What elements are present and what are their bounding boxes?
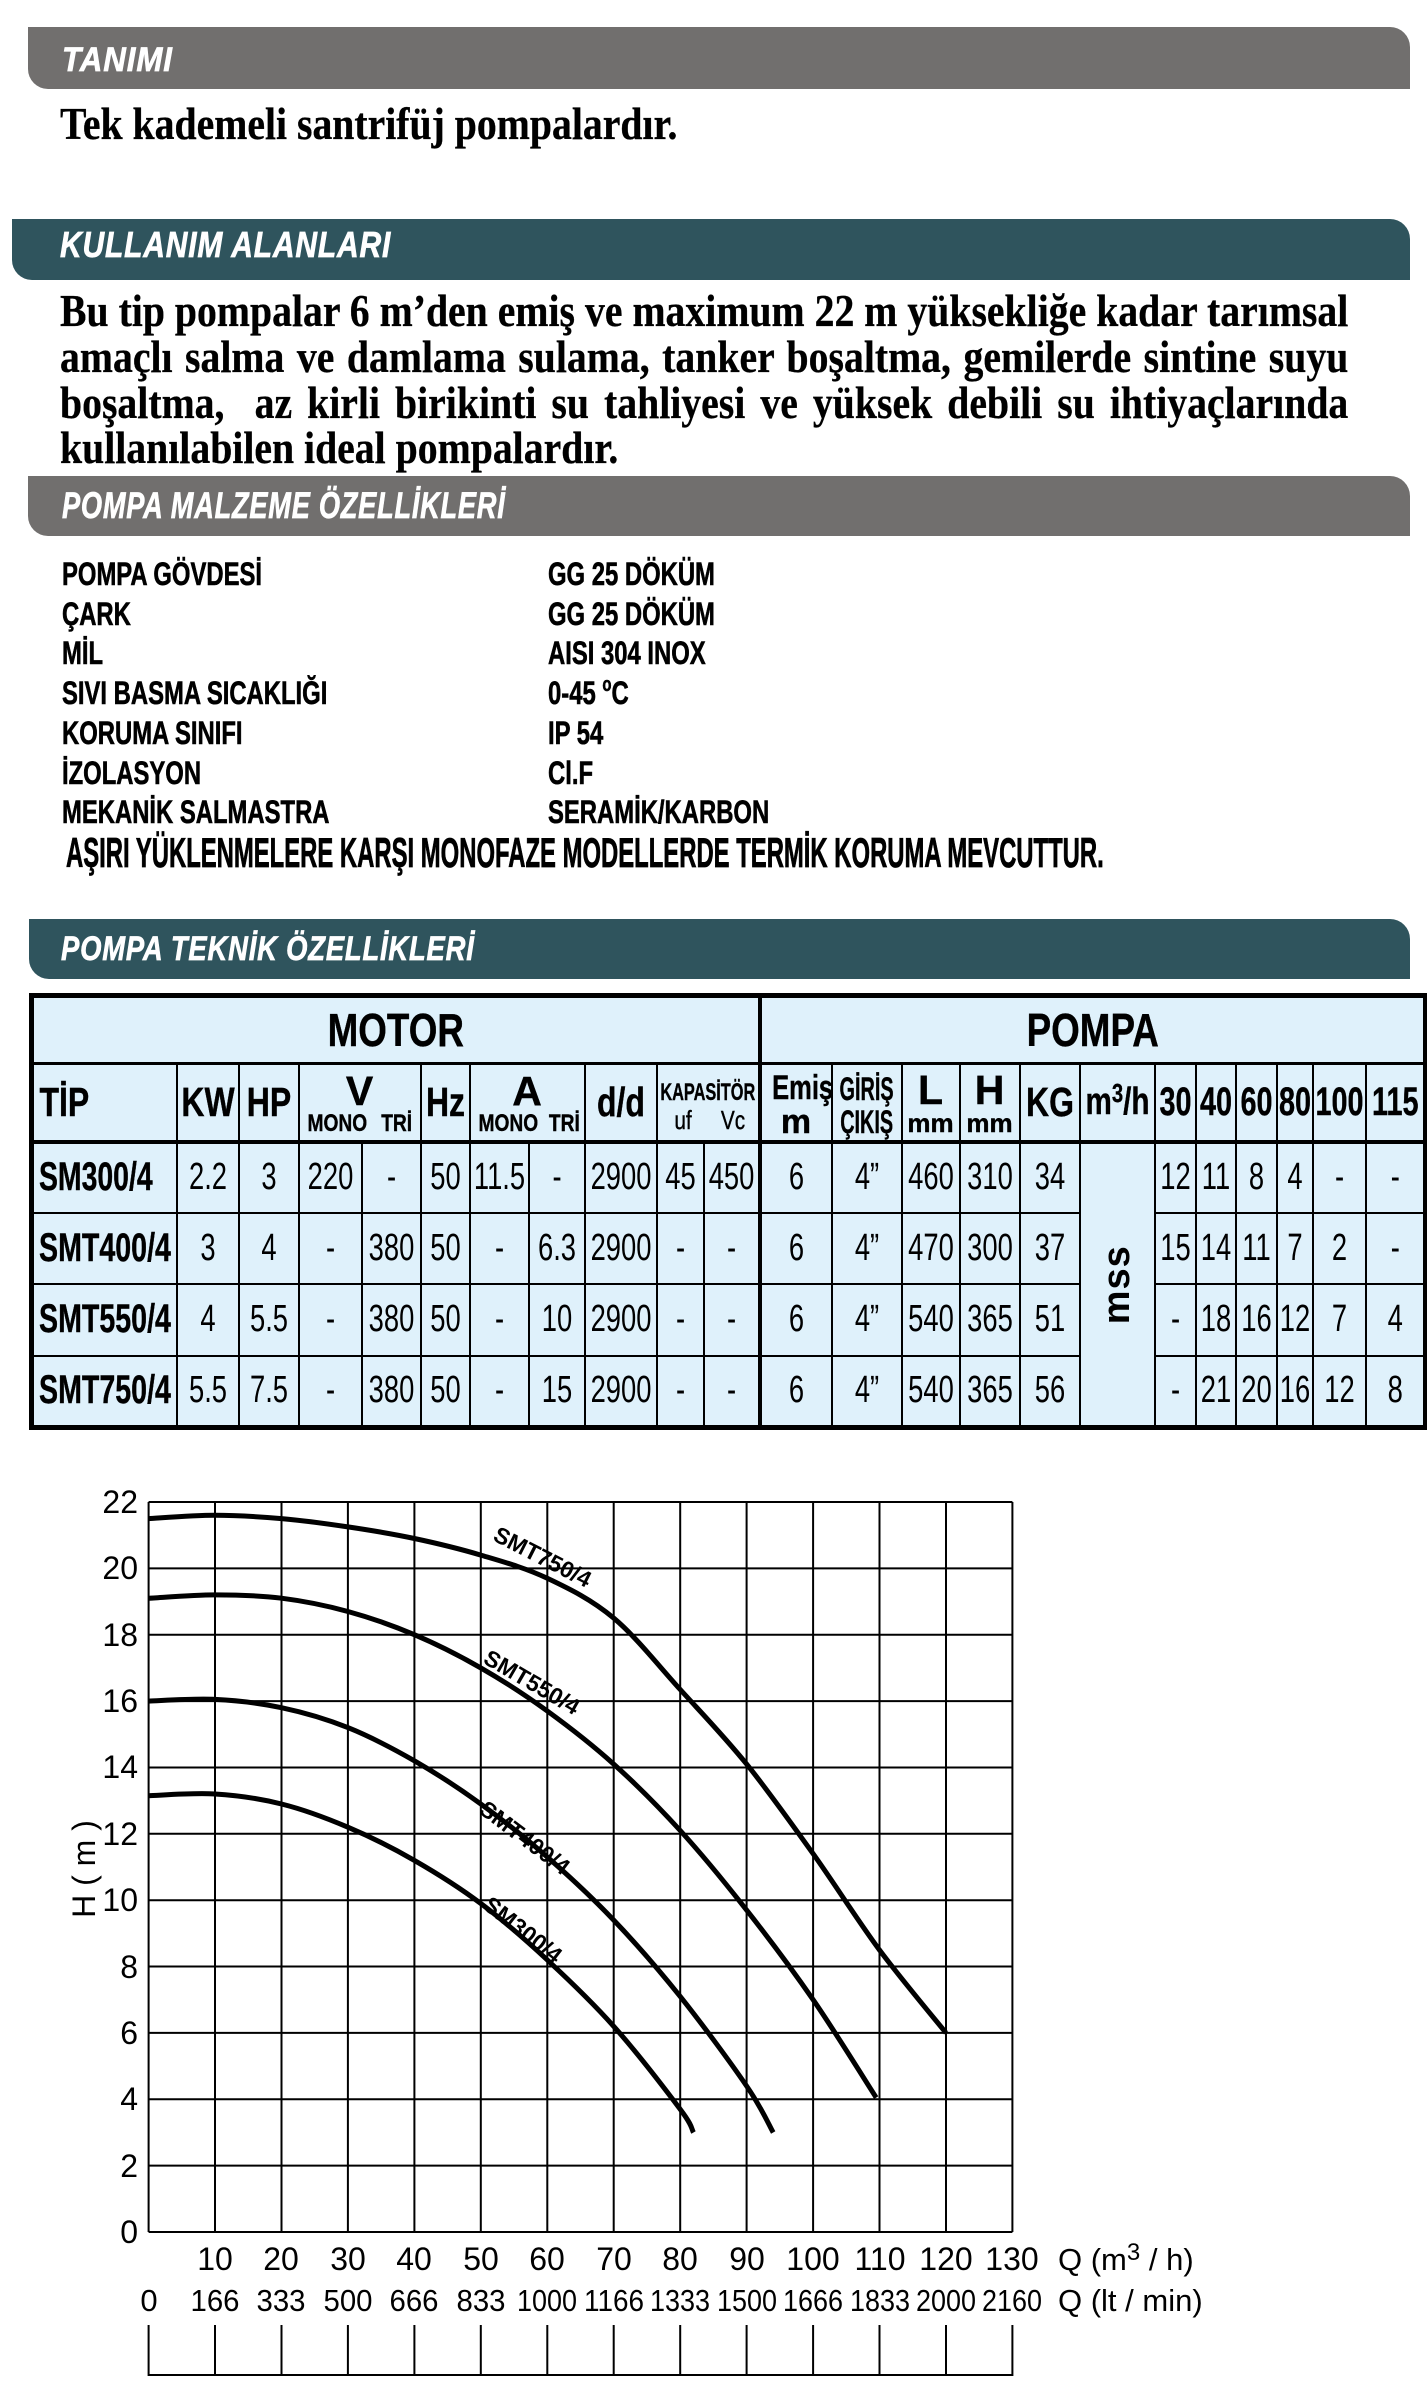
svg-text:833: 833: [457, 2283, 506, 2318]
svg-text:SMT750/4: SMT750/4: [489, 1521, 596, 1592]
svg-text:90: 90: [729, 2241, 765, 2277]
svg-text:8: 8: [120, 1949, 138, 1985]
svg-text:Q (m3 / h): Q (m3 / h): [1058, 2239, 1194, 2277]
svg-text:1833: 1833: [850, 2283, 910, 2318]
svg-text:60: 60: [529, 2241, 565, 2277]
svg-text:30: 30: [330, 2241, 366, 2277]
svg-text:2000: 2000: [916, 2283, 976, 2318]
svg-text:SMT400/4: SMT400/4: [475, 1795, 576, 1880]
svg-text:10: 10: [102, 1882, 138, 1918]
svg-text:70: 70: [596, 2241, 632, 2277]
svg-text:2: 2: [120, 2148, 138, 2184]
svg-text:Q (lt / min): Q (lt / min): [1058, 2283, 1203, 2318]
svg-text:1500: 1500: [717, 2283, 777, 2318]
svg-text:80: 80: [662, 2241, 698, 2277]
svg-text:2160: 2160: [982, 2283, 1042, 2318]
svg-text:14: 14: [102, 1749, 138, 1785]
svg-text:130: 130: [985, 2241, 1038, 2277]
svg-text:1333: 1333: [650, 2283, 710, 2318]
svg-text:22: 22: [102, 1484, 138, 1520]
svg-text:20: 20: [263, 2241, 299, 2277]
svg-text:0: 0: [120, 2214, 138, 2250]
svg-text:10: 10: [197, 2241, 233, 2277]
svg-text:40: 40: [396, 2241, 432, 2277]
svg-text:100: 100: [786, 2241, 839, 2277]
svg-text:12: 12: [102, 1816, 138, 1852]
svg-text:666: 666: [390, 2283, 439, 2318]
svg-text:1000: 1000: [517, 2283, 577, 2318]
svg-text:166: 166: [191, 2283, 240, 2318]
svg-text:1166: 1166: [584, 2283, 644, 2318]
svg-text:50: 50: [463, 2241, 499, 2277]
svg-text:6: 6: [120, 2015, 138, 2051]
svg-text:0: 0: [140, 2283, 157, 2318]
svg-text:1666: 1666: [783, 2283, 843, 2318]
svg-text:333: 333: [257, 2283, 306, 2318]
svg-text:H ( m ): H ( m ): [66, 1820, 102, 1918]
svg-text:18: 18: [102, 1617, 138, 1653]
svg-text:16: 16: [102, 1683, 138, 1719]
svg-text:SM300/4: SM300/4: [479, 1891, 568, 1968]
svg-text:20: 20: [102, 1550, 138, 1586]
svg-text:120: 120: [919, 2241, 972, 2277]
svg-text:500: 500: [324, 2283, 373, 2318]
svg-text:SMT550/4: SMT550/4: [480, 1644, 585, 1720]
svg-text:4: 4: [120, 2081, 138, 2117]
svg-text:110: 110: [854, 2241, 905, 2277]
